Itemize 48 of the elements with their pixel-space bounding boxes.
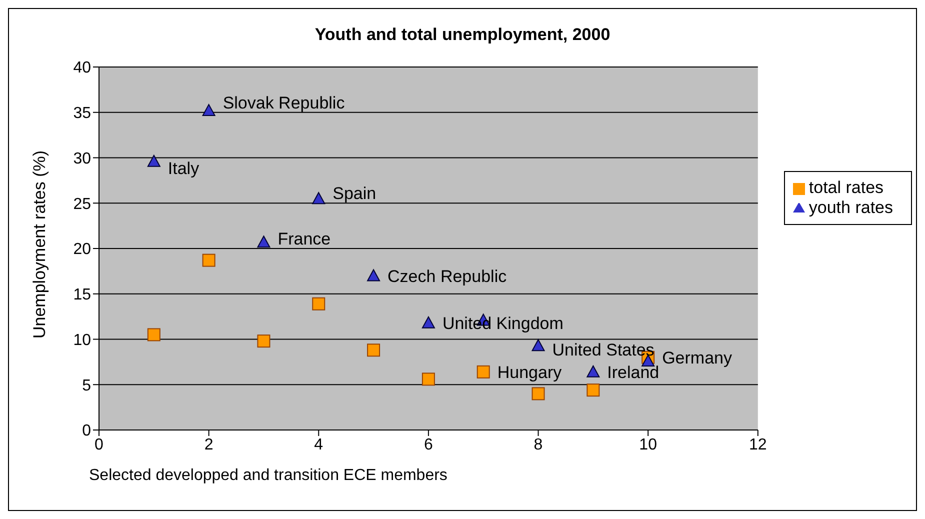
y-tick-label: 15 (73, 286, 92, 304)
annotation: Germany (662, 348, 732, 368)
annotation: Hungary (497, 362, 562, 382)
chart-title: Youth and total unemployment, 2000 (314, 25, 612, 45)
annotation: Czech Republic (388, 266, 508, 286)
point (532, 339, 545, 352)
point (586, 365, 600, 378)
point (257, 236, 270, 248)
y-tick-label: 25 (73, 196, 92, 213)
point (147, 328, 160, 342)
annotation: Slovak Republic (222, 93, 346, 112)
annotation: Spain (332, 184, 376, 204)
x-tick-label: 10 (639, 436, 658, 454)
x-tick-label: 2 (204, 436, 214, 454)
y-tick-label: 10 (73, 332, 92, 349)
y-tick-label: 0 (82, 422, 92, 440)
annotation: France (278, 230, 331, 249)
annotation: Italy (168, 158, 200, 178)
point (202, 104, 216, 116)
point (147, 154, 160, 167)
annotation: Ireland (607, 362, 660, 382)
point (202, 254, 216, 267)
point (312, 297, 326, 310)
y-tick-label: 5 (82, 377, 92, 394)
y-tick-label: 30 (73, 150, 92, 168)
x-tick-label: 6 (424, 436, 433, 454)
annotation: United States (552, 340, 654, 360)
x-tick-label: 4 (314, 436, 324, 454)
point (586, 384, 600, 397)
y-tick-label: 20 (73, 241, 92, 258)
point (367, 269, 380, 282)
y-tick-label: 40 (73, 60, 92, 77)
y-axis-title: Unemployment rates (%) (30, 150, 50, 338)
x-tick-label: 12 (748, 436, 767, 454)
point (476, 365, 490, 378)
point (422, 316, 435, 328)
y-tick-label: 35 (73, 105, 92, 122)
annotation: United Kingdom (442, 314, 564, 333)
x-axis-title: Selected developped and transition ECE members (89, 467, 448, 484)
point (367, 344, 380, 357)
legend-label: youth rates (808, 198, 893, 217)
point (257, 334, 270, 348)
x-tick-label: 0 (94, 436, 104, 454)
x-tick-label: 8 (534, 436, 543, 454)
point (532, 387, 545, 400)
point (422, 372, 435, 386)
legend-label: total rates (808, 178, 884, 197)
point (312, 192, 326, 204)
